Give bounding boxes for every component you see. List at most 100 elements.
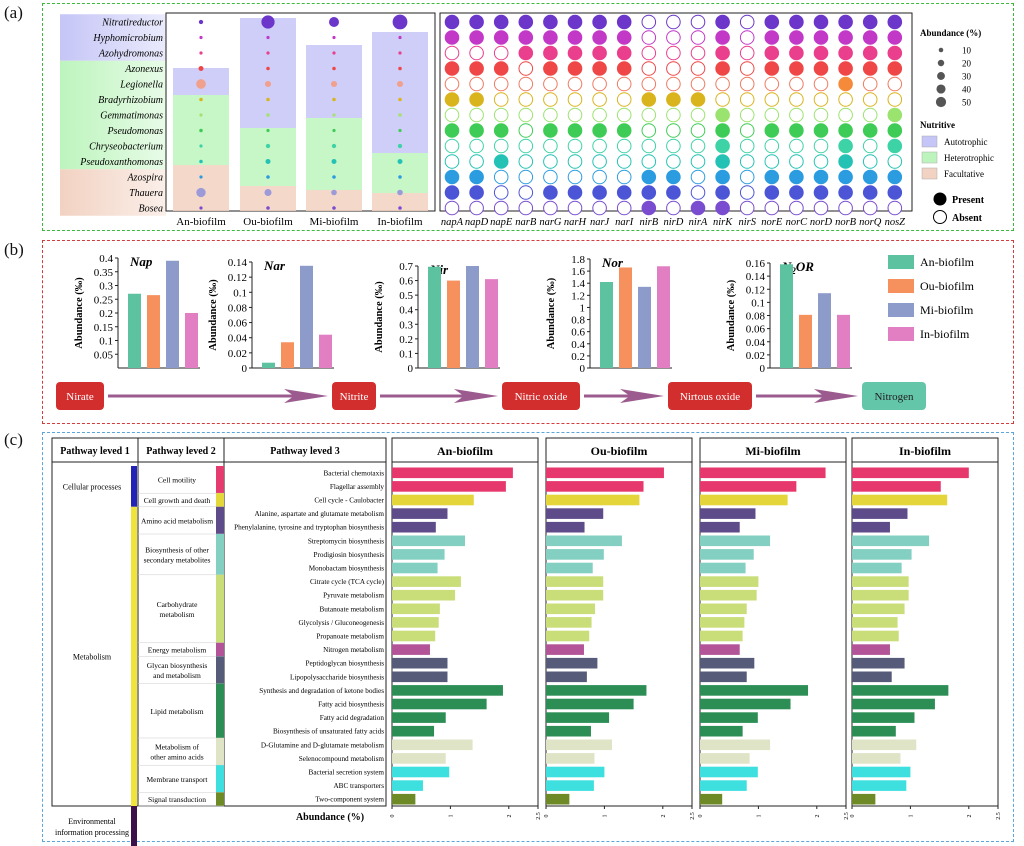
absent-dot: [592, 169, 607, 185]
present-dot: [764, 185, 780, 200]
pathway-bar: [392, 739, 473, 751]
genus-label: Pseudomonas: [106, 126, 163, 137]
genus-band-autotrophic: [60, 14, 166, 61]
level2-color-bar: [216, 506, 224, 534]
absent-dot: [444, 138, 460, 154]
present-dot: [789, 123, 804, 138]
absent-dot: [567, 154, 583, 169]
present-dot: [838, 169, 853, 185]
pathway-bar: [546, 766, 605, 778]
legend-group-title: Nutritive: [920, 120, 955, 130]
pathway-bar: [546, 644, 584, 655]
absent-dot: [666, 30, 681, 45]
present-dot: [543, 30, 558, 45]
abundance-bubble: [265, 143, 271, 149]
gene-label: norC: [786, 217, 809, 228]
absent-dot: [616, 200, 632, 216]
flow-arrow-head: [814, 389, 858, 403]
level1-label: Metabolism: [73, 652, 112, 661]
y-tick-label: 0.12: [746, 284, 765, 296]
legend-group-swatch: [921, 167, 938, 180]
present-dot: [887, 45, 903, 61]
present-dot: [813, 185, 829, 200]
present-dot: [789, 169, 804, 185]
pathway-bar: [392, 725, 435, 737]
pathway-bar: [852, 467, 969, 479]
pathway-bar: [700, 603, 747, 615]
level2-color-bar: [216, 574, 224, 643]
absent-dot: [469, 76, 484, 92]
present-dot: [469, 92, 484, 107]
pathway-bar: [546, 508, 604, 519]
absent-dot: [739, 14, 755, 30]
panel-label-a: (a): [4, 3, 23, 22]
y-tick-label: 0.4: [99, 253, 113, 265]
pathway-label: Cell cycle - Caulobacter: [314, 497, 384, 505]
absent-dot: [469, 138, 484, 154]
pathway-label: Bacterial chemotaxis: [324, 469, 385, 477]
level2-label: metabolism: [160, 610, 195, 619]
present-dot: [592, 14, 607, 30]
pathway-bar: [546, 494, 640, 506]
present-dot: [518, 30, 534, 45]
bar: [166, 260, 179, 368]
y-tick-label: 0.3: [99, 281, 113, 293]
bubble-panel-frame: [165, 12, 436, 212]
bar: [128, 293, 141, 368]
genus-label: Nitratireductor: [101, 18, 163, 29]
absent-dot: [493, 138, 509, 154]
pathway-bar: [700, 657, 755, 669]
flow-label: Nitric oxide: [515, 391, 568, 403]
present-dot: [838, 76, 853, 92]
present-dot: [715, 154, 730, 169]
legend-size-bubble: [937, 59, 945, 67]
y-tick-label: 0: [408, 363, 414, 375]
abundance-bubble: [198, 19, 204, 25]
present-dot: [887, 61, 903, 76]
pathway-bar: [546, 535, 622, 547]
pathway-bar: [392, 508, 448, 519]
pathway-label: Streptomycin biosynthesis: [308, 537, 384, 545]
absent-dot: [887, 76, 903, 92]
present-dot: [838, 14, 853, 30]
bar: [799, 314, 812, 368]
absent-dot: [739, 45, 755, 61]
y-tick-label: 1.8: [571, 254, 585, 266]
level2-color-bar: [216, 466, 224, 494]
pathway-bar: [392, 644, 430, 655]
pathway-bar: [392, 576, 461, 587]
absent-dot: [592, 107, 607, 123]
pathway-label: Phenylalanine, tyrosine and tryptophan b…: [234, 524, 384, 532]
present-dot: [444, 92, 460, 107]
present-dot: [493, 154, 509, 169]
present-dot: [838, 138, 853, 154]
legend-size-label: 40: [962, 85, 972, 95]
pathway-bar: [392, 535, 465, 547]
pathway-bar: [852, 657, 905, 669]
bar: [466, 266, 479, 368]
absent-dot: [469, 200, 484, 216]
pathway-bar: [546, 671, 587, 683]
legend-size-label: 20: [962, 59, 972, 69]
pathway-bar: [392, 630, 436, 642]
absent-dot: [862, 138, 878, 154]
legend-swatch: [888, 303, 914, 317]
pathway-bar: [700, 630, 743, 642]
absent-dot: [641, 107, 657, 123]
pathway-label: Flagellar assembly: [330, 483, 384, 491]
present-dot: [887, 123, 903, 138]
abundance-bubble: [266, 35, 270, 40]
present-dot: [887, 138, 903, 154]
absent-dot: [789, 154, 804, 169]
panel-label-c: (c): [4, 430, 23, 449]
pathway-bar: [852, 766, 911, 778]
x-tick-label: 1: [756, 815, 762, 818]
genus-label: Azohydromonas: [98, 49, 163, 60]
y-tick-label: 0: [242, 363, 248, 375]
pathway-label: Prodigiosin biosynthesis: [314, 551, 385, 559]
flow-box: [502, 382, 580, 410]
present-dot: [715, 200, 730, 216]
present-dot: [715, 14, 730, 30]
absent-dot: [616, 76, 632, 92]
absent-dot: [862, 107, 878, 123]
